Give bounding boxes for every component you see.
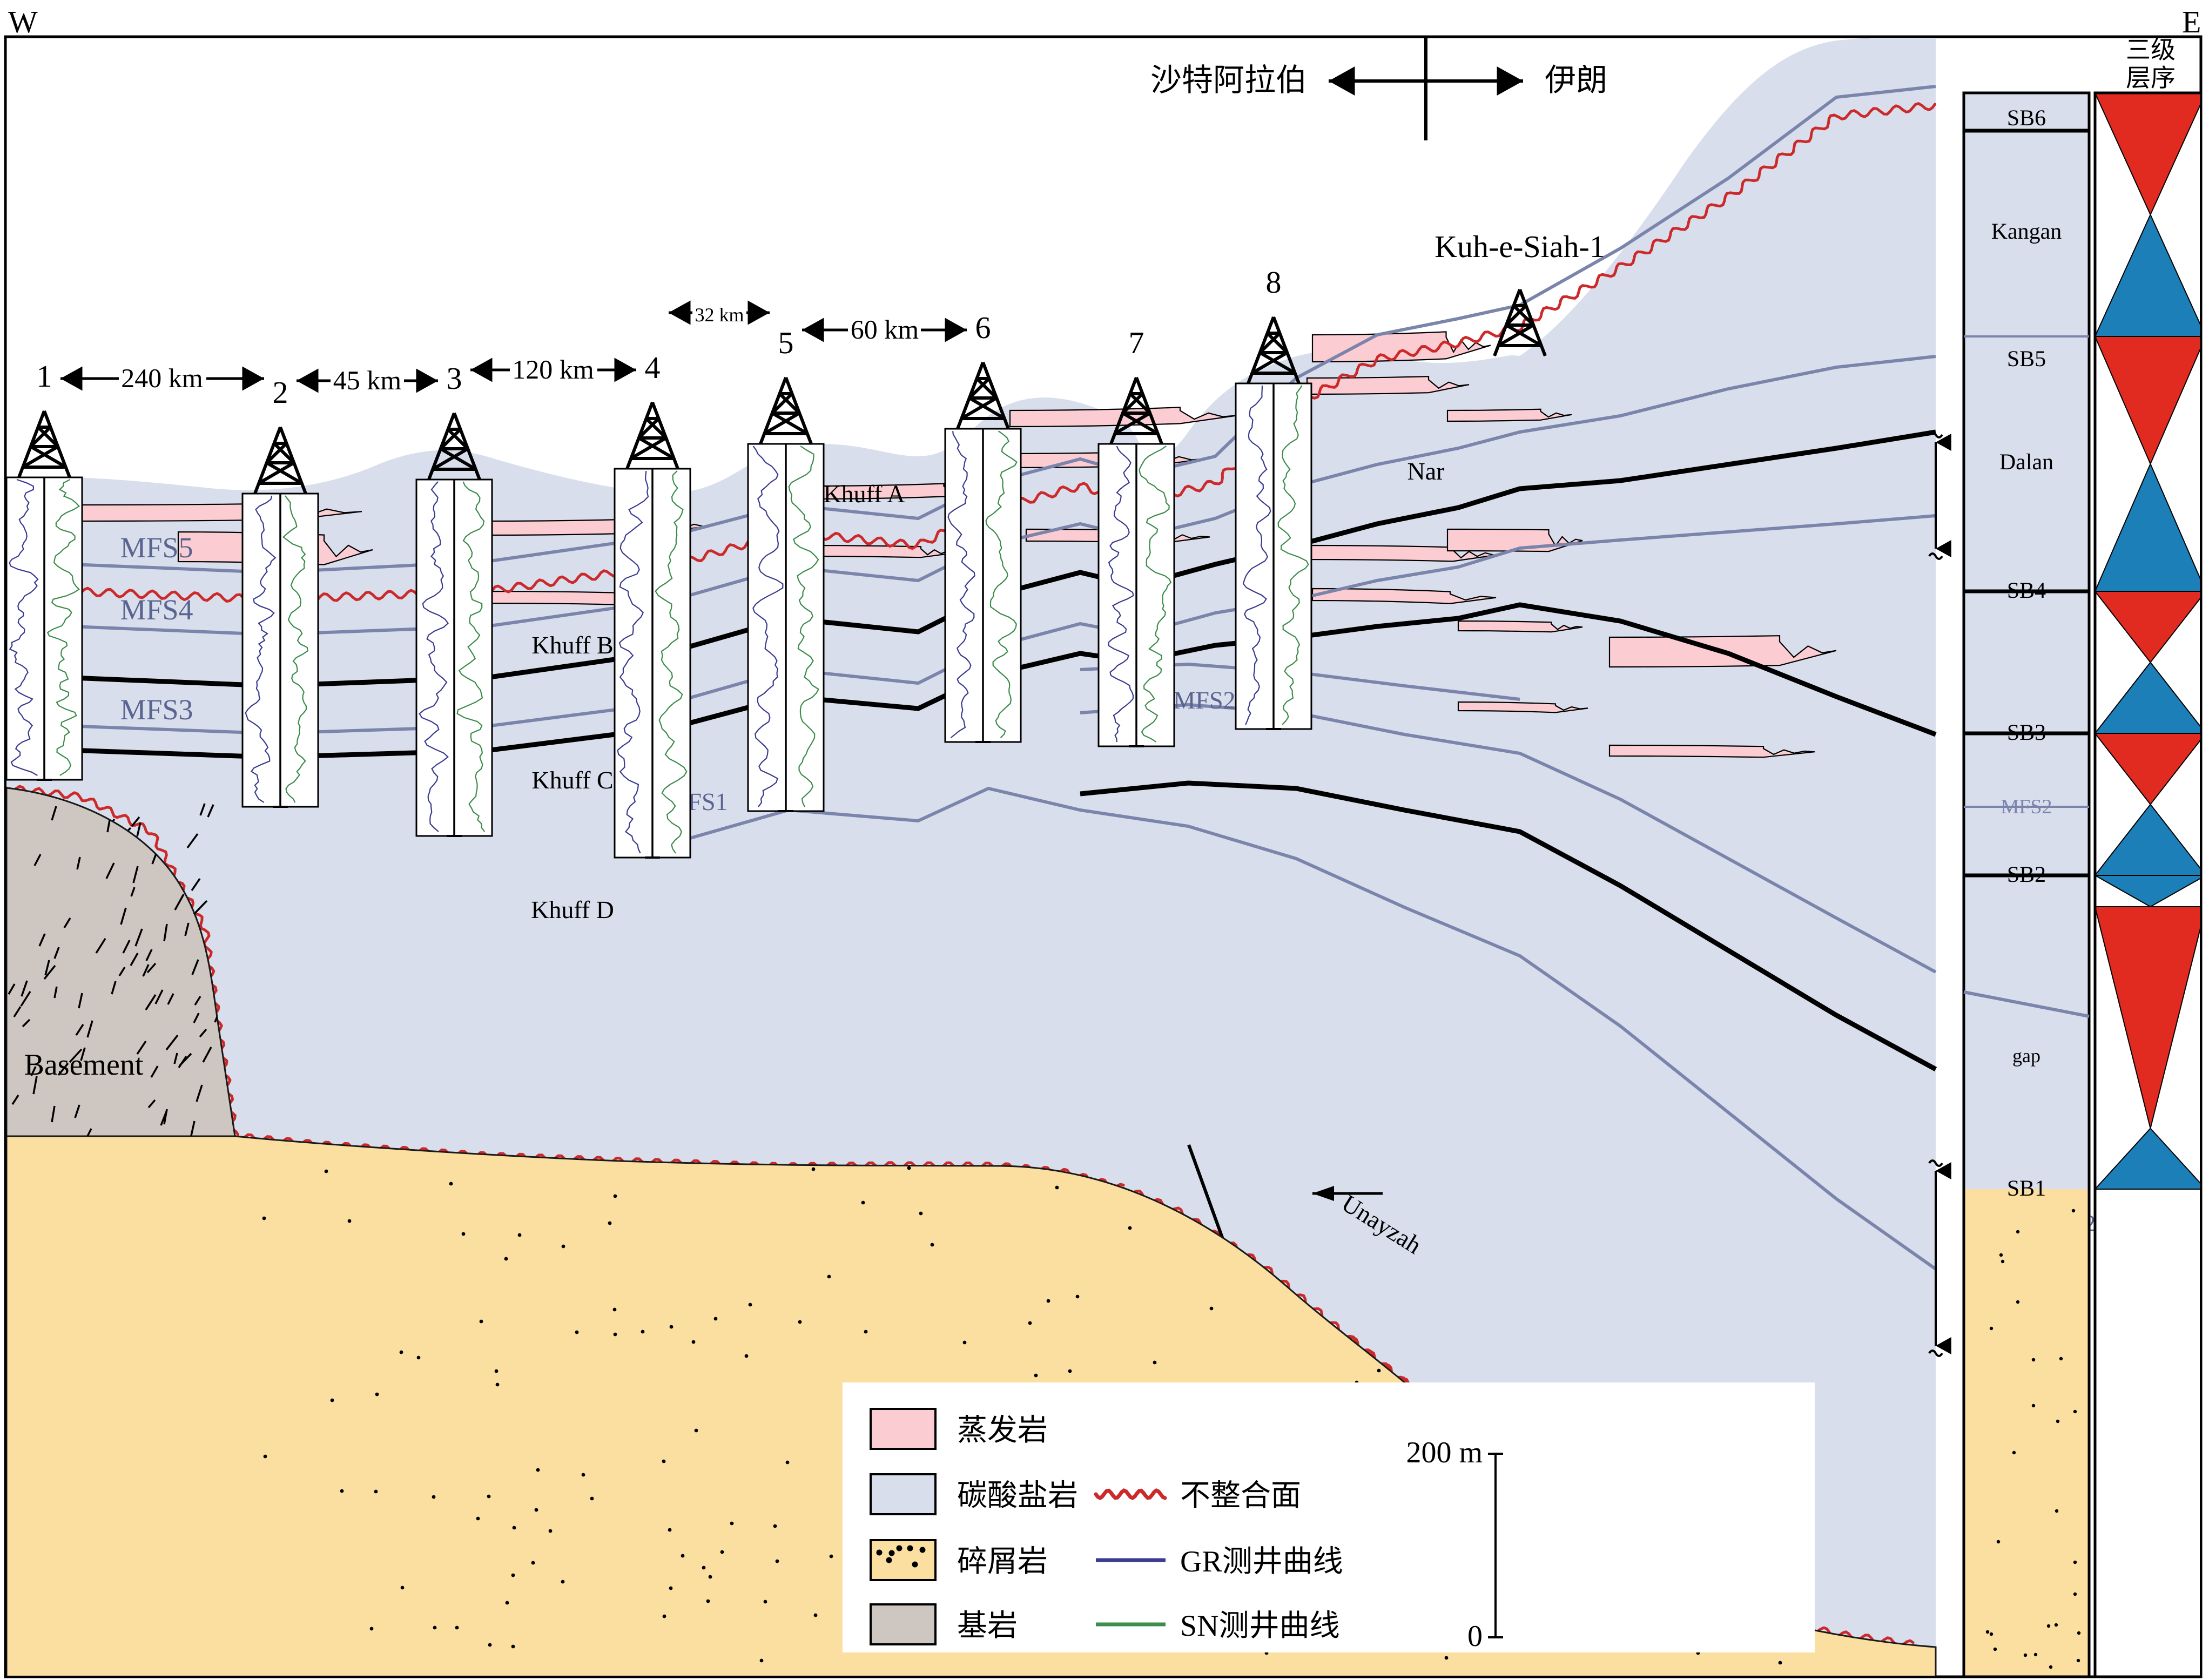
svg-text:60 km: 60 km [851, 314, 919, 345]
svg-text:1: 1 [37, 359, 52, 394]
svg-text:SB3: SB3 [2007, 720, 2046, 745]
svg-text:Kuh-e-Siah-1: Kuh-e-Siah-1 [1434, 229, 1605, 264]
svg-text:Dalan: Dalan [1999, 450, 2053, 475]
svg-text:SB6: SB6 [2007, 106, 2046, 131]
svg-text:MFS4: MFS4 [120, 593, 193, 626]
svg-text:8: 8 [1266, 265, 1282, 300]
svg-text:Khuff B: Khuff B [531, 631, 613, 659]
svg-text:MFS2: MFS2 [1173, 686, 1235, 714]
svg-text:2: 2 [273, 375, 288, 410]
svg-text:基岩: 基岩 [957, 1609, 1018, 1643]
svg-text:GR测井曲线: GR测井曲线 [1180, 1545, 1343, 1578]
svg-text:SB5: SB5 [2007, 347, 2046, 372]
svg-text:SB2: SB2 [2007, 862, 2046, 887]
svg-text:三级: 三级 [2126, 36, 2176, 64]
svg-text:Khuff C: Khuff C [531, 766, 613, 794]
svg-text:碎屑岩: 碎屑岩 [957, 1545, 1048, 1578]
svg-text:45 km: 45 km [333, 365, 402, 395]
svg-text:Kangan: Kangan [1991, 219, 2062, 244]
svg-text:MFS5: MFS5 [120, 531, 193, 564]
svg-text:Basement: Basement [24, 1048, 144, 1082]
svg-text:Khuff A: Khuff A [823, 480, 905, 508]
svg-text:SN测井曲线: SN测井曲线 [1180, 1609, 1340, 1643]
svg-text:Khuff D: Khuff D [531, 896, 614, 923]
svg-text:0: 0 [1467, 1620, 1483, 1653]
svg-text:W: W [8, 4, 38, 39]
svg-text:沙特阿拉伯: 沙特阿拉伯 [1150, 63, 1307, 98]
svg-text:MFS3: MFS3 [120, 693, 193, 726]
svg-text:200 m: 200 m [1406, 1436, 1483, 1469]
svg-text:5: 5 [778, 325, 794, 360]
svg-text:E: E [2182, 4, 2201, 39]
svg-text:240 km: 240 km [121, 363, 203, 393]
svg-text:3: 3 [447, 361, 462, 396]
svg-text:120 km: 120 km [512, 354, 594, 384]
svg-text:4: 4 [645, 350, 661, 385]
svg-text:32 km: 32 km [695, 304, 744, 326]
svg-text:蒸发岩: 蒸发岩 [957, 1414, 1048, 1447]
svg-text:Nar: Nar [1407, 457, 1445, 485]
svg-text:MFS2: MFS2 [2001, 795, 2052, 818]
svg-text:层序: 层序 [2126, 64, 2176, 92]
svg-text:SB1: SB1 [2007, 1176, 2046, 1201]
svg-text:不整合面: 不整合面 [1180, 1479, 1301, 1513]
svg-text:伊朗: 伊朗 [1545, 63, 1607, 98]
svg-text:SB4: SB4 [2007, 578, 2046, 603]
svg-text:碳酸盐岩: 碳酸盐岩 [957, 1479, 1078, 1513]
svg-text:gap: gap [2012, 1045, 2040, 1067]
svg-text:7: 7 [1129, 325, 1144, 360]
svg-text:6: 6 [975, 310, 991, 345]
